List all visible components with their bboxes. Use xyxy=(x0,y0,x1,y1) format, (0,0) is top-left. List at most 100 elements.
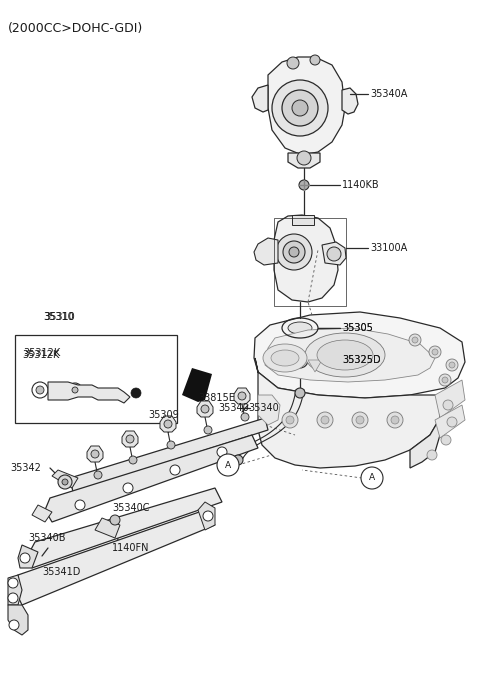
Polygon shape xyxy=(274,215,338,302)
Circle shape xyxy=(292,100,308,116)
Polygon shape xyxy=(48,382,130,403)
Text: 35305: 35305 xyxy=(342,323,373,333)
Polygon shape xyxy=(188,370,208,395)
Text: 35340B: 35340B xyxy=(28,533,65,543)
Circle shape xyxy=(412,337,418,343)
Polygon shape xyxy=(410,395,440,468)
Circle shape xyxy=(432,349,438,355)
Polygon shape xyxy=(258,395,280,425)
Text: 1140KB: 1140KB xyxy=(342,180,380,190)
Text: 35341D: 35341D xyxy=(42,567,80,577)
Circle shape xyxy=(110,515,120,525)
Circle shape xyxy=(94,471,102,479)
Polygon shape xyxy=(265,328,435,382)
Circle shape xyxy=(352,412,368,428)
Text: 35325D: 35325D xyxy=(342,355,381,365)
Polygon shape xyxy=(18,545,38,568)
Circle shape xyxy=(387,412,403,428)
Circle shape xyxy=(126,435,134,443)
Circle shape xyxy=(289,247,299,257)
Text: 35340: 35340 xyxy=(248,403,279,413)
Polygon shape xyxy=(288,153,320,168)
Circle shape xyxy=(167,441,175,449)
Circle shape xyxy=(442,377,448,383)
Circle shape xyxy=(32,382,48,398)
Circle shape xyxy=(327,247,341,261)
Text: 33815E: 33815E xyxy=(198,393,235,403)
Text: 35312K: 35312K xyxy=(22,350,59,360)
Polygon shape xyxy=(268,57,345,155)
Bar xyxy=(15,335,177,423)
Circle shape xyxy=(321,416,329,424)
Polygon shape xyxy=(435,380,465,418)
Circle shape xyxy=(297,151,311,165)
Circle shape xyxy=(282,412,298,428)
Text: 35340C: 35340C xyxy=(112,503,149,513)
Polygon shape xyxy=(32,505,52,522)
Text: 35340: 35340 xyxy=(218,403,249,413)
Polygon shape xyxy=(252,85,268,112)
Text: 1140FN: 1140FN xyxy=(112,543,149,553)
Polygon shape xyxy=(87,446,103,462)
Circle shape xyxy=(356,416,364,424)
Circle shape xyxy=(123,483,133,493)
Polygon shape xyxy=(45,435,258,522)
Circle shape xyxy=(295,388,305,398)
Circle shape xyxy=(429,346,441,358)
Polygon shape xyxy=(160,416,176,432)
Circle shape xyxy=(299,180,309,190)
Circle shape xyxy=(62,479,68,485)
Text: 35310: 35310 xyxy=(44,312,75,322)
Text: 35312K: 35312K xyxy=(23,348,60,358)
Polygon shape xyxy=(308,360,322,372)
Circle shape xyxy=(203,511,213,521)
Polygon shape xyxy=(342,88,358,114)
Circle shape xyxy=(361,467,383,489)
Polygon shape xyxy=(70,418,268,492)
Ellipse shape xyxy=(288,322,312,334)
Polygon shape xyxy=(322,242,346,265)
Circle shape xyxy=(58,475,72,489)
Text: 35340A: 35340A xyxy=(370,89,408,99)
Polygon shape xyxy=(254,312,465,398)
Text: 33100A: 33100A xyxy=(370,243,407,253)
Polygon shape xyxy=(15,510,215,605)
Circle shape xyxy=(8,593,18,603)
Circle shape xyxy=(447,417,457,427)
Ellipse shape xyxy=(271,350,299,366)
Circle shape xyxy=(170,465,180,475)
Polygon shape xyxy=(122,431,138,447)
Circle shape xyxy=(131,388,141,398)
Ellipse shape xyxy=(317,340,373,370)
Bar xyxy=(288,348,312,372)
Circle shape xyxy=(129,456,137,464)
Circle shape xyxy=(287,57,299,69)
Text: (2000CC>DOHC-GDI): (2000CC>DOHC-GDI) xyxy=(8,22,143,35)
Circle shape xyxy=(36,386,44,394)
Text: A: A xyxy=(369,473,375,482)
Circle shape xyxy=(283,241,305,263)
Circle shape xyxy=(310,55,320,65)
Circle shape xyxy=(75,500,85,510)
Ellipse shape xyxy=(263,344,307,372)
Circle shape xyxy=(238,392,246,400)
Circle shape xyxy=(439,374,451,386)
Circle shape xyxy=(446,359,458,371)
Text: 35325D: 35325D xyxy=(342,355,381,365)
Circle shape xyxy=(201,405,209,413)
Polygon shape xyxy=(8,605,28,635)
Circle shape xyxy=(91,450,99,458)
Text: 35342: 35342 xyxy=(10,463,41,473)
Polygon shape xyxy=(255,358,440,468)
Polygon shape xyxy=(254,238,278,265)
Circle shape xyxy=(8,578,18,588)
Circle shape xyxy=(9,620,19,630)
Circle shape xyxy=(441,435,451,445)
Polygon shape xyxy=(182,368,212,402)
Circle shape xyxy=(317,412,333,428)
Bar xyxy=(292,215,314,225)
Polygon shape xyxy=(8,575,22,605)
Text: 35309: 35309 xyxy=(148,410,179,420)
Bar xyxy=(274,218,346,306)
Circle shape xyxy=(391,416,399,424)
